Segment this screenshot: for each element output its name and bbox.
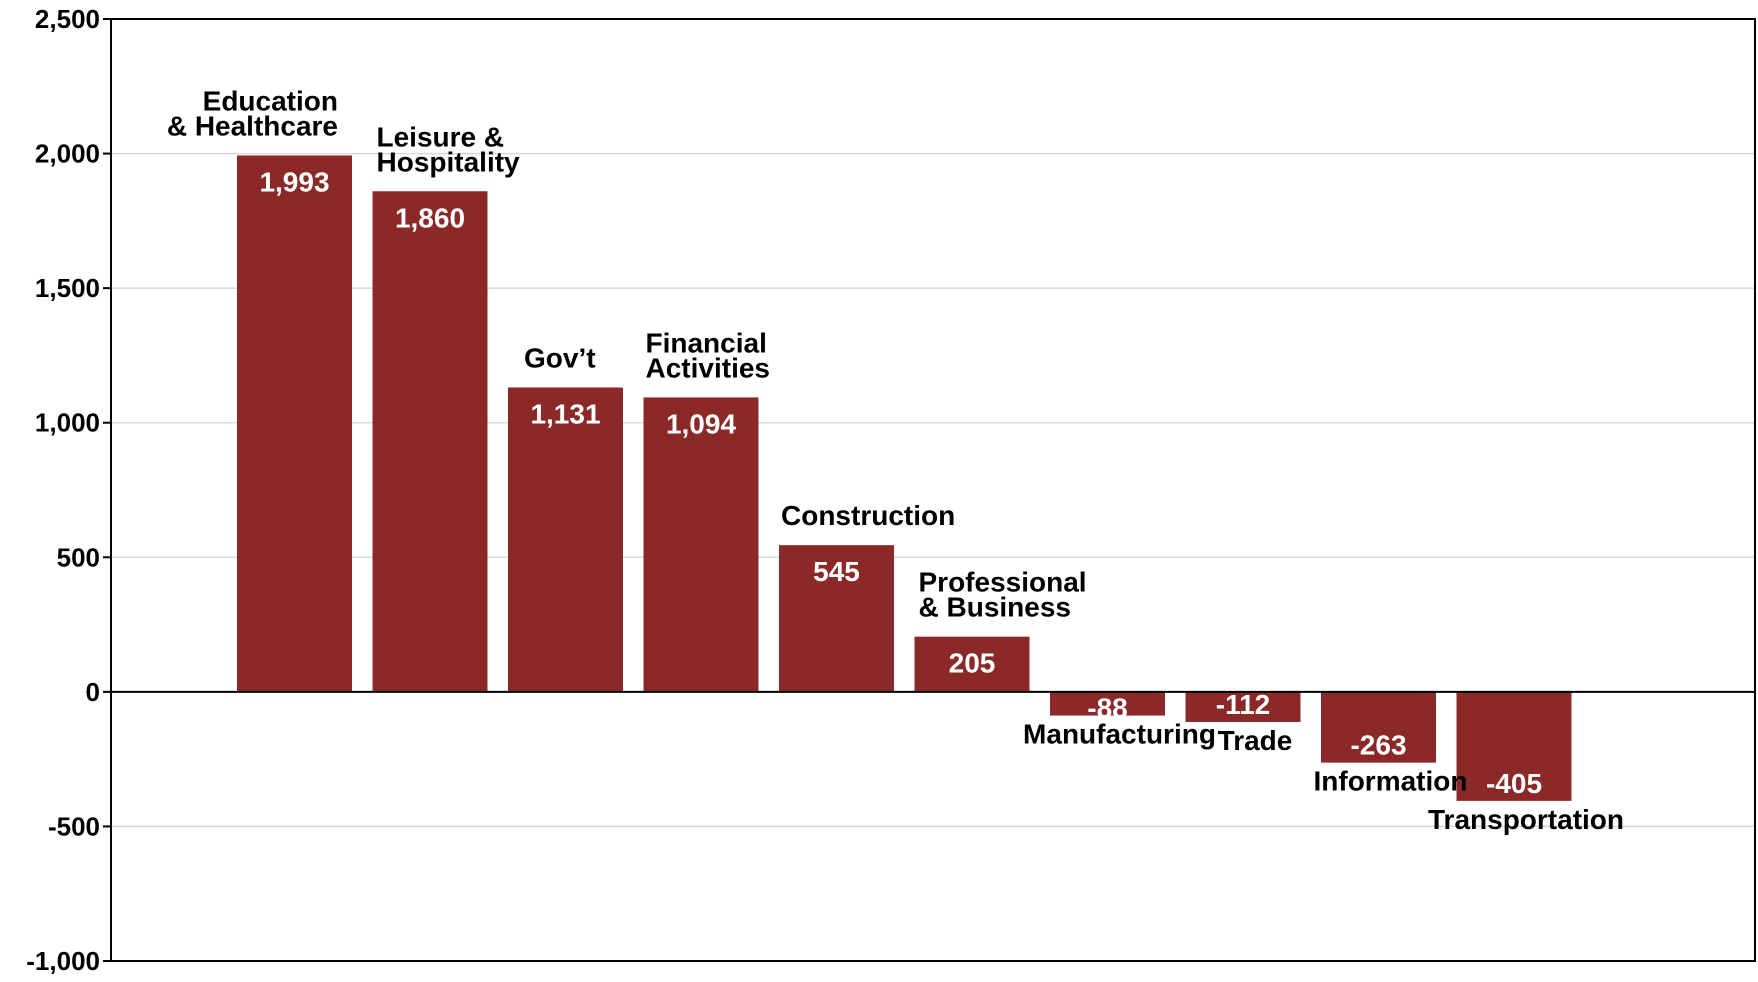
category-label-line: Financial — [646, 327, 767, 358]
category-label-line: Information — [1314, 766, 1468, 797]
data-label: -112 — [1216, 689, 1271, 720]
data-label: 205 — [949, 648, 996, 679]
bar — [372, 191, 488, 692]
category-label: Transportation — [1428, 804, 1624, 835]
bars — [237, 155, 1572, 801]
category-label-line: Professional — [919, 567, 1087, 598]
y-tick-label: 2,500 — [35, 4, 100, 34]
category-label: Professional& Business — [919, 567, 1087, 623]
category-label-line: Construction — [781, 500, 955, 531]
y-tick-label: 1,000 — [35, 408, 100, 438]
category-label-line: Gov’t — [524, 342, 596, 373]
category-label-line: Activities — [646, 352, 771, 383]
category-label-line: Hospitality — [377, 146, 521, 177]
category-label-line: Transportation — [1428, 804, 1624, 835]
bar — [1050, 691, 1165, 716]
bar — [1456, 691, 1572, 801]
plot-frame — [110, 18, 1756, 962]
category-label: Gov’t — [524, 342, 596, 373]
y-tick-label: 2,000 — [35, 139, 100, 169]
category-label: Education& Healthcare — [167, 85, 338, 141]
bar — [508, 387, 623, 692]
bar — [643, 397, 759, 692]
category-label-line: Leisure & — [377, 121, 505, 152]
data-label: 1,131 — [530, 398, 600, 429]
data-label: -88 — [1087, 693, 1127, 724]
bar — [779, 545, 894, 692]
category-label: Manufacturing — [1023, 719, 1216, 750]
axes — [103, 18, 1756, 962]
data-label: -405 — [1486, 768, 1542, 799]
bar — [914, 636, 1030, 692]
category-label-line: Education — [203, 85, 338, 116]
data-label: 1,094 — [666, 408, 736, 439]
category-label: Trade — [1218, 725, 1293, 756]
bar — [1185, 691, 1301, 723]
category-label-line: & Healthcare — [167, 110, 338, 141]
data-label: 1,993 — [259, 166, 329, 197]
data-label: -263 — [1350, 730, 1406, 761]
category-label-line: Trade — [1218, 725, 1293, 756]
y-tick-label: 500 — [57, 542, 100, 572]
bar — [237, 155, 352, 692]
data-label: 1,860 — [395, 202, 465, 233]
y-tick-label: 0 — [86, 677, 100, 707]
y-tick-label: -500 — [48, 811, 100, 841]
data-label: 545 — [813, 556, 860, 587]
category-label-line: Manufacturing — [1023, 719, 1216, 750]
y-tick-label: -1,000 — [26, 946, 100, 976]
y-tick-label: 1,500 — [35, 273, 100, 303]
category-label: Information — [1314, 766, 1468, 797]
category-label: Leisure &Hospitality — [377, 121, 521, 177]
bar — [1321, 691, 1436, 763]
category-label-line: & Business — [919, 592, 1072, 623]
category-label: Construction — [781, 500, 955, 531]
labels: 2,500 2,000 1,500 1,000 500 0 -500 -1,000 1,993 E… — [26, 4, 1624, 976]
